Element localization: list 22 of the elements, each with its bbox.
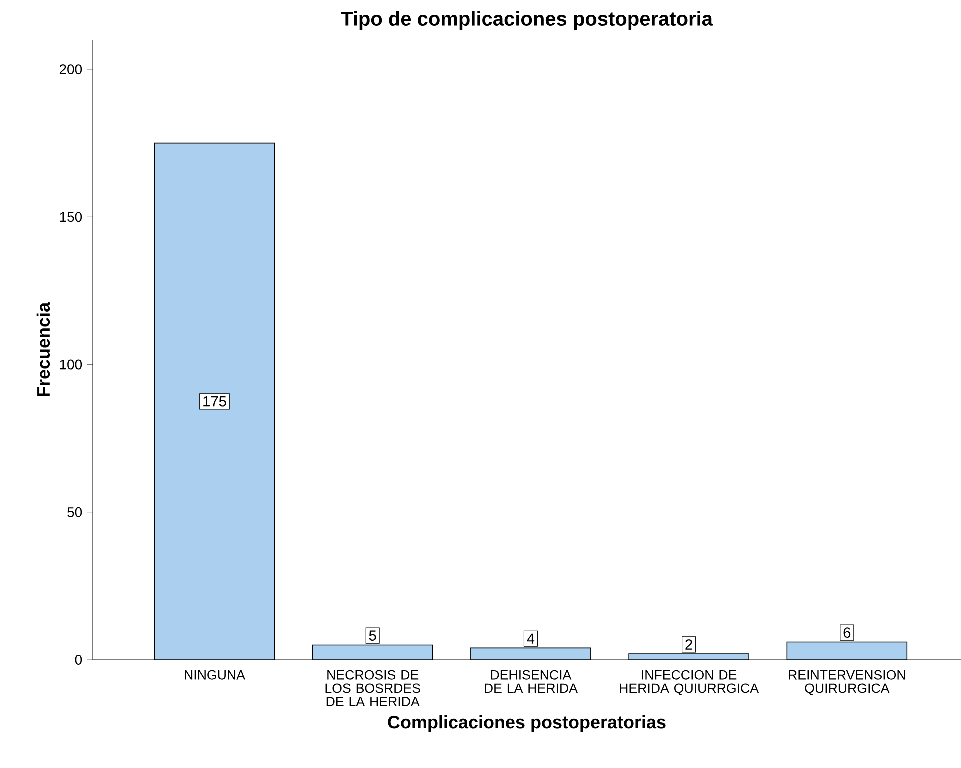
bar [786, 642, 908, 660]
data-label: 175 [204, 396, 226, 407]
data-label: 2 [686, 640, 692, 650]
x-axis-title: Complicaciones postoperatorias [388, 716, 666, 732]
x-tick-label: REINTERVENSION QUIRURGICA [789, 670, 906, 696]
data-label: 6 [844, 628, 851, 638]
data-label: 4 [527, 634, 535, 644]
y-tick-label: 0 [75, 655, 82, 665]
x-tick-label: NINGUNA [185, 670, 246, 680]
bar [312, 644, 434, 660]
x-tick-label: DEHISENCIA DE LA HERIDA [484, 670, 578, 694]
chart-title: Tipo de complicaciones postoperatoria [341, 11, 714, 30]
bar [154, 142, 276, 660]
y-tick-label: 200 [60, 64, 82, 74]
y-axis-title: Frecuencia [36, 302, 50, 396]
y-tick-label: 150 [60, 212, 82, 222]
bar [470, 648, 591, 660]
x-tick-label: INFECCION DE HERIDA QUIURRGICA [620, 670, 760, 696]
y-tick-label: 50 [68, 507, 82, 518]
x-tick-label: NECROSIS DE LOS BOSRDES DE LA HERIDA [326, 670, 420, 706]
y-tick-label: 100 [60, 360, 82, 370]
data-label: 5 [369, 630, 376, 641]
